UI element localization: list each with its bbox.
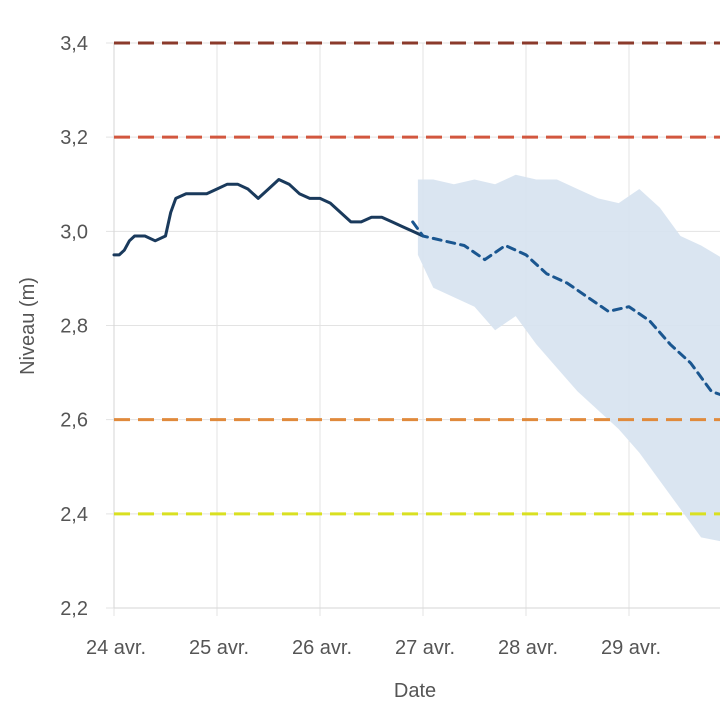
x-axis-title: Date — [394, 680, 436, 702]
y-tick-label: 3,4 — [60, 33, 88, 55]
x-tick-label: 29 avr. — [601, 637, 661, 659]
threshold-lines — [114, 41, 720, 516]
forecast-uncertainty-band — [417, 174, 720, 542]
y-tick-label: 2,6 — [60, 410, 88, 432]
x-tick-label: 27 avr. — [395, 637, 455, 659]
x-tick-label: 24 avr. — [86, 637, 146, 659]
forecast-band — [417, 174, 720, 542]
x-tick-label: 28 avr. — [498, 637, 558, 659]
y-axis-title: Niveau (m) — [17, 277, 39, 375]
observed-line — [112, 178, 425, 257]
y-tick-label: 2,2 — [60, 598, 88, 620]
y-axis-ticks: 3,4 3,2 3,0 2,8 2,6 2,4 2,2 — [60, 33, 88, 620]
y-tick-label: 2,8 — [60, 316, 88, 338]
x-tick-label: 26 avr. — [292, 637, 352, 659]
x-axis-ticks: 24 avr. 25 avr. 26 avr. 27 avr. 28 avr. 29 av… — [86, 637, 661, 659]
x-tick-label: 25 avr. — [189, 637, 249, 659]
forecast-line — [411, 220, 720, 397]
y-tick-label: 3,2 — [60, 127, 88, 149]
y-tick-label: 2,4 — [60, 504, 88, 526]
y-tick-label: 3,0 — [60, 221, 88, 243]
series-lines — [112, 178, 720, 397]
